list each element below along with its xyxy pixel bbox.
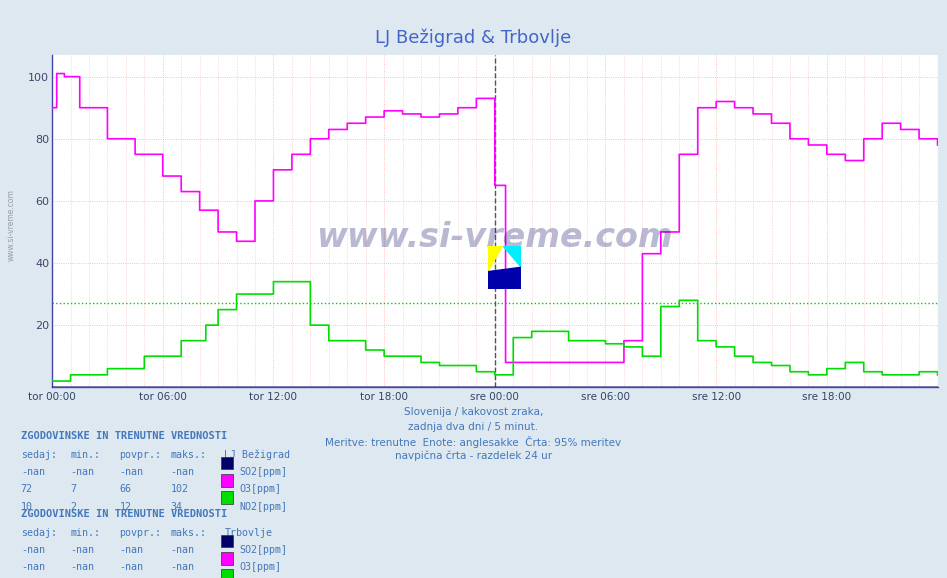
- Text: 34: 34: [170, 502, 183, 512]
- Text: maks.:: maks.:: [170, 528, 206, 538]
- Text: LJ Bežigrad: LJ Bežigrad: [224, 450, 291, 460]
- Text: SO2[ppm]: SO2[ppm]: [240, 467, 288, 477]
- Text: sedaj:: sedaj:: [21, 450, 57, 460]
- Text: min.:: min.:: [70, 450, 100, 460]
- Text: navpična črta - razdelek 24 ur: navpična črta - razdelek 24 ur: [395, 451, 552, 461]
- Text: -nan: -nan: [21, 562, 45, 572]
- Text: -nan: -nan: [70, 467, 94, 477]
- Text: -nan: -nan: [21, 545, 45, 555]
- Text: NO2[ppm]: NO2[ppm]: [240, 502, 288, 512]
- Text: Trbovlje: Trbovlje: [224, 528, 273, 538]
- Text: -nan: -nan: [21, 467, 45, 477]
- Text: -nan: -nan: [170, 467, 194, 477]
- Text: sedaj:: sedaj:: [21, 528, 57, 538]
- Text: min.:: min.:: [70, 528, 100, 538]
- Text: www.si-vreme.com: www.si-vreme.com: [316, 221, 673, 254]
- Text: www.si-vreme.com: www.si-vreme.com: [7, 190, 16, 261]
- Text: -nan: -nan: [119, 562, 143, 572]
- Text: -nan: -nan: [70, 562, 94, 572]
- Text: Meritve: trenutne  Enote: anglesakke  Črta: 95% meritev: Meritve: trenutne Enote: anglesakke Črta…: [326, 436, 621, 449]
- Polygon shape: [503, 246, 521, 267]
- Text: Slovenija / kakovost zraka,: Slovenija / kakovost zraka,: [403, 407, 544, 417]
- Text: ZGODOVINSKE IN TRENUTNE VREDNOSTI: ZGODOVINSKE IN TRENUTNE VREDNOSTI: [21, 431, 227, 440]
- Text: maks.:: maks.:: [170, 450, 206, 460]
- Text: -nan: -nan: [70, 545, 94, 555]
- Text: -nan: -nan: [119, 545, 143, 555]
- Text: SO2[ppm]: SO2[ppm]: [240, 545, 288, 555]
- Text: -nan: -nan: [119, 467, 143, 477]
- Text: -nan: -nan: [170, 545, 194, 555]
- Text: 12: 12: [119, 502, 132, 512]
- Text: 66: 66: [119, 484, 132, 494]
- Text: 2: 2: [70, 502, 76, 512]
- Text: 72: 72: [21, 484, 33, 494]
- Polygon shape: [488, 267, 521, 289]
- Text: 10: 10: [21, 502, 33, 512]
- Text: povpr.:: povpr.:: [119, 450, 161, 460]
- Polygon shape: [488, 246, 503, 272]
- Text: zadnja dva dni / 5 minut.: zadnja dva dni / 5 minut.: [408, 422, 539, 432]
- Text: O3[ppm]: O3[ppm]: [240, 484, 281, 494]
- Text: povpr.:: povpr.:: [119, 528, 161, 538]
- Text: O3[ppm]: O3[ppm]: [240, 562, 281, 572]
- Text: LJ Bežigrad & Trbovlje: LJ Bežigrad & Trbovlje: [375, 28, 572, 47]
- Text: 7: 7: [70, 484, 76, 494]
- Text: -nan: -nan: [170, 562, 194, 572]
- Text: 102: 102: [170, 484, 188, 494]
- Text: ZGODOVINSKE IN TRENUTNE VREDNOSTI: ZGODOVINSKE IN TRENUTNE VREDNOSTI: [21, 509, 227, 518]
